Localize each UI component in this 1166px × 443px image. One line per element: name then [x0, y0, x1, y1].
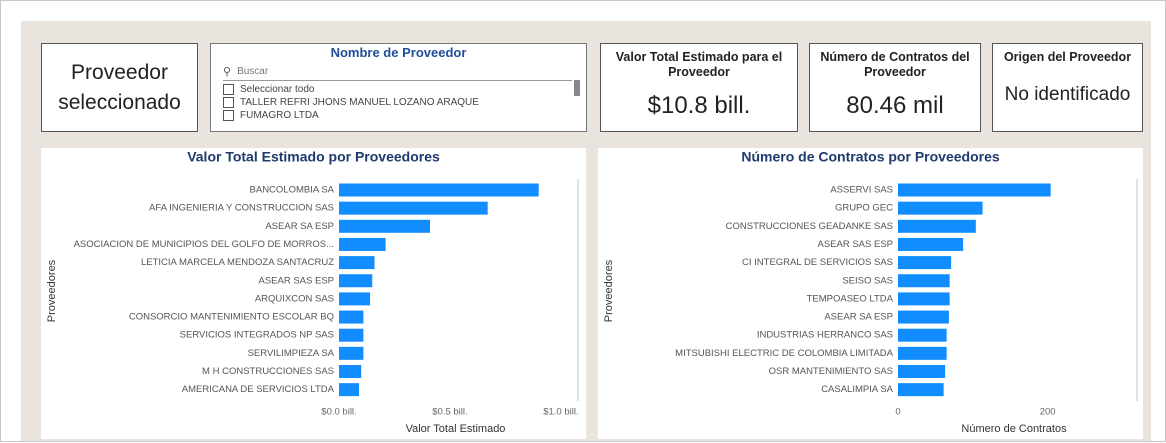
bar — [339, 256, 375, 270]
bar — [339, 201, 488, 215]
y-tick-label: M H CONSTRUCCIONES SAS — [202, 366, 334, 377]
y-tick-label: CONSTRUCCIONES GEADANKE SAS — [726, 221, 893, 232]
search-icon: ⚲ — [223, 66, 232, 78]
bar — [898, 346, 947, 360]
bar — [898, 237, 964, 251]
bar — [339, 274, 373, 288]
slicer-items: Seleccionar todo TALLER REFRI JHONS MANUE… — [223, 83, 479, 122]
bar — [339, 365, 362, 378]
y-tick-label: ARQUIXCON SAS — [255, 293, 334, 304]
y-tick-label: ASSERVI SAS — [830, 185, 893, 196]
x-tick-label: $0.5 bill. — [432, 407, 467, 418]
card-value: $10.8 bill. — [647, 92, 751, 119]
y-axis-title: Proveedores — [603, 259, 615, 322]
chart-title: Valor Total Estimado por Proveedores — [187, 149, 440, 165]
card-title: Número de Contratos del Proveedor — [820, 50, 970, 79]
y-tick-label: SERVICIOS INTEGRADOS NP SAS — [180, 330, 334, 341]
search-placeholder: Buscar — [237, 66, 269, 77]
item-label: Seleccionar todo — [240, 84, 315, 95]
y-tick-label: AMERICANA DE SERVICIOS LTDA — [182, 384, 335, 395]
bar — [898, 183, 1051, 197]
y-tick-label: SEISO SAS — [842, 275, 893, 286]
y-tick-label: OSR MANTENIMIENTO SAS — [769, 366, 893, 377]
x-tick-label: $0.0 bill. — [321, 407, 356, 418]
bar — [898, 274, 950, 288]
separator — [223, 80, 572, 81]
scrollbar[interactable] — [574, 80, 580, 96]
card-title: Valor Total Estimado para el Proveedor — [615, 50, 783, 79]
bar — [339, 237, 386, 251]
y-tick-label: GRUPO GEC — [835, 203, 893, 214]
y-axis-title: Proveedores — [46, 259, 58, 322]
x-axis-title: Valor Total Estimado — [406, 423, 506, 435]
y-tick-label: BANCOLOMBIA SA — [250, 185, 335, 196]
y-tick-label: INDUSTRIAS HERRANCO SAS — [757, 330, 893, 341]
item-label: TALLER REFRI JHONS MANUEL LOZANO ARAQUE — [240, 97, 479, 108]
bar — [339, 383, 359, 397]
checkbox — [223, 97, 234, 108]
y-tick-label: CI INTEGRAL DE SERVICIOS SAS — [742, 257, 893, 268]
bar — [339, 219, 430, 233]
checkbox — [223, 110, 234, 121]
y-tick-label: ASEAR SA ESP — [824, 312, 893, 323]
bar — [339, 328, 364, 342]
y-tick-label: TEMPOASEO LTDA — [807, 293, 894, 304]
item-label: FUMAGRO LTDA — [240, 110, 319, 121]
bar — [898, 292, 950, 306]
x-axis-title: Número de Contratos — [961, 423, 1067, 435]
bar — [898, 365, 946, 378]
selected-card: Proveedor seleccionado — [41, 43, 198, 132]
y-tick-label: LETICIA MARCELA MENDOZA SANTACRUZ — [141, 257, 334, 268]
bar — [339, 310, 364, 324]
card-value: 80.46 mil — [846, 92, 944, 119]
bar — [898, 310, 949, 324]
y-tick-label: SERVILIMPIEZA SA — [248, 348, 335, 359]
bar — [898, 328, 947, 342]
bar — [898, 201, 983, 215]
y-tick-label: ASEAR SAS ESP — [817, 239, 893, 250]
x-tick-label: 0 — [895, 407, 900, 418]
search-box[interactable]: ⚲ Buscar — [223, 65, 586, 78]
y-tick-label: ASOCIACION DE MUNICIPIOS DEL GOLFO DE MO… — [74, 239, 334, 250]
chart-title: Número de Contratos por Proveedores — [741, 149, 999, 165]
y-tick-label: CASALIMPIA SA — [821, 384, 893, 395]
slicer-item[interactable]: Seleccionar todo — [223, 83, 479, 96]
y-tick-label: CONSORCIO MANTENIMIENTO ESCOLAR BQ — [129, 312, 334, 323]
y-tick-label: ASEAR SAS ESP — [258, 275, 334, 286]
bar — [339, 292, 371, 306]
slicer-item[interactable]: TALLER REFRI JHONS MANUEL LOZANO ARAQUE — [223, 96, 479, 109]
card-title: Origen del Proveedor — [1003, 50, 1132, 64]
bar — [339, 183, 539, 197]
bar — [898, 219, 976, 233]
bar — [339, 346, 364, 360]
chart-panel — [598, 148, 1143, 439]
slicer-title: Nombre de Proveedor — [330, 45, 467, 60]
bar — [898, 256, 952, 270]
selected-text: Proveedor seleccionado — [58, 60, 181, 114]
card-value: No identificado — [1004, 84, 1131, 105]
kpi-card: Origen del Proveedor No identificado — [992, 43, 1143, 132]
x-tick-label: 200 — [1040, 407, 1056, 418]
y-tick-label: AFA INGENIERIA Y CONSTRUCCION SAS — [149, 203, 334, 214]
bar — [898, 383, 944, 397]
kpi-card: Número de Contratos del Proveedor 80.46 m… — [809, 43, 981, 132]
checkbox — [223, 84, 234, 95]
y-tick-label: ASEAR SA ESP — [265, 221, 334, 232]
slicer-item[interactable]: FUMAGRO LTDA — [223, 109, 479, 122]
slicer: Nombre de Proveedor ⚲ Buscar Seleccionar… — [210, 43, 587, 132]
x-tick-label: $1.0 bill. — [543, 407, 578, 418]
y-tick-label: MITSUBISHI ELECTRIC DE COLOMBIA LIMITADA — [675, 348, 893, 359]
kpi-card: Valor Total Estimado para el Proveedor $1… — [600, 43, 798, 132]
